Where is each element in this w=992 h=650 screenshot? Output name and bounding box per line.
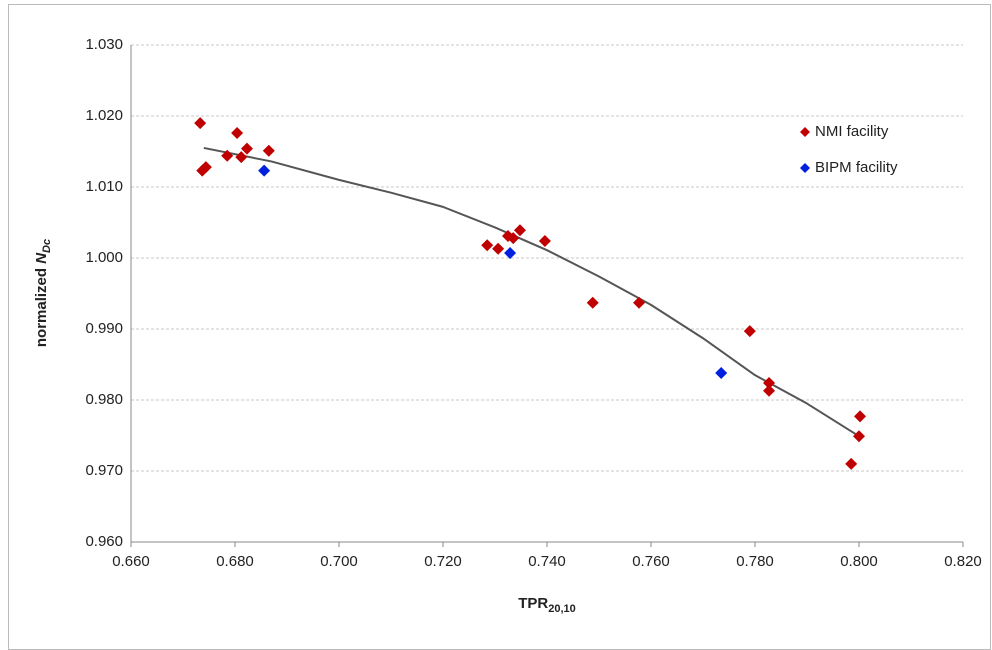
y-axis-title-var: N [33, 252, 50, 264]
y-axis-title: normalized NDc [33, 239, 53, 347]
scatter-point [492, 242, 505, 255]
scatter-point [231, 127, 244, 140]
scatter-point [194, 117, 207, 130]
legend-marker [800, 127, 810, 137]
scatter-point [854, 410, 867, 423]
scatter-point [853, 430, 865, 443]
x-tick-label: 0.800 [840, 553, 878, 570]
x-tick-label: 0.740 [528, 553, 566, 570]
y-tick-label: 0.990 [85, 320, 123, 337]
scatter-point [715, 367, 728, 380]
legend-marker [800, 163, 810, 173]
x-axis-title: TPR20,10 [518, 595, 576, 615]
y-tick-label: 1.010 [85, 178, 123, 195]
x-tick-label: 0.680 [216, 553, 254, 570]
scatter-point [538, 234, 551, 247]
trendline [203, 146, 860, 438]
x-tick-label: 0.780 [736, 553, 774, 570]
legend-label: BIPM facility [815, 159, 898, 176]
scatter-point [763, 384, 776, 397]
x-tick-label: 0.820 [944, 553, 982, 570]
scatter-point [240, 142, 253, 155]
x-axis-title-text: TPR [518, 595, 548, 612]
x-tick-label: 0.660 [112, 553, 150, 570]
legend-label: NMI facility [815, 123, 889, 140]
scatter-point [513, 224, 526, 237]
scatter-point [507, 232, 520, 245]
y-tick-label: 1.030 [85, 36, 123, 53]
scatter-point [504, 247, 517, 260]
scatter-point [262, 144, 275, 157]
scatter-point [235, 151, 248, 164]
scatter-point [845, 457, 858, 470]
y-tick-label: 1.020 [85, 107, 123, 124]
scatter-point [763, 376, 776, 389]
x-axis-title-sub: 20,10 [548, 603, 576, 615]
y-tick-label: 0.980 [85, 391, 123, 408]
scatter-point [258, 164, 271, 177]
y-tick-label: 0.960 [85, 533, 123, 550]
scatter-point [199, 161, 212, 174]
x-tick-label: 0.760 [632, 553, 670, 570]
scatter-point [633, 296, 646, 309]
scatter-point [481, 239, 494, 252]
y-tick-label: 1.000 [85, 249, 123, 266]
scatter-point [221, 149, 234, 162]
x-tick-label: 0.700 [320, 553, 358, 570]
scatter-point [743, 325, 756, 338]
scatter-point [586, 296, 599, 309]
y-axis-title-sub: Dc [41, 239, 53, 253]
x-tick-label: 0.720 [424, 553, 462, 570]
y-axis-title-text: normalized [33, 264, 50, 347]
y-tick-label: 0.970 [85, 462, 123, 479]
